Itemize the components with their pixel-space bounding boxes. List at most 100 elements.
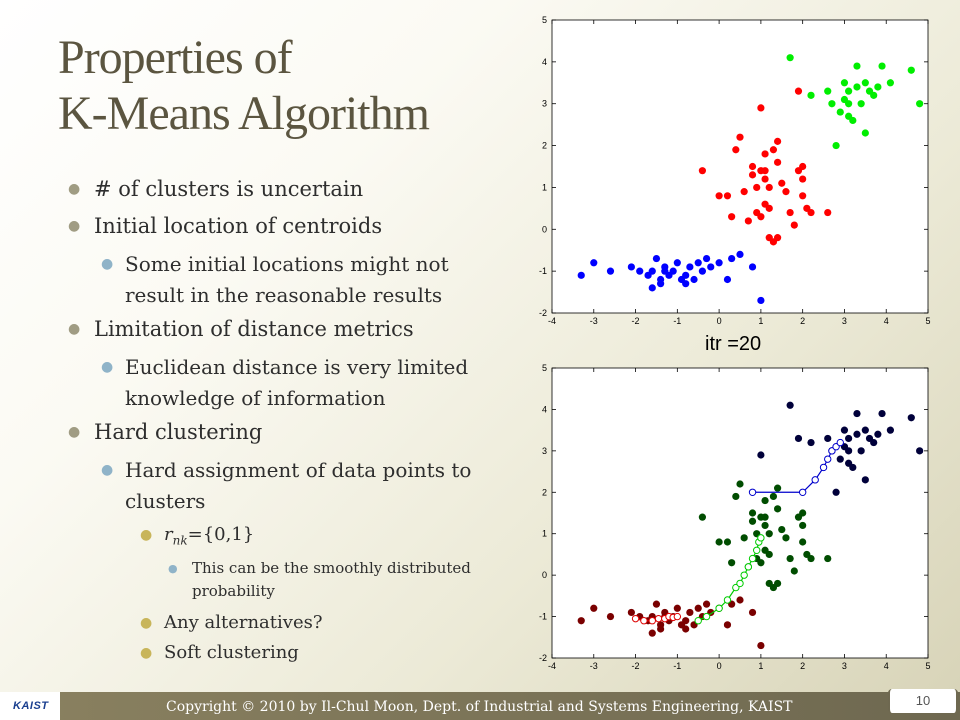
cluster-blue-point	[652, 254, 661, 263]
cluster-red-point	[778, 179, 786, 187]
cluster-red-point	[774, 158, 782, 166]
cluster-dark-blue-point	[853, 409, 861, 418]
cluster-blue-point	[627, 263, 635, 271]
sub-sub-bullet-rnk: ● rnk={0,1}	[68, 521, 508, 555]
copyright-text: Copyright © 2010 by Il-Chul Moon, Dept. …	[166, 699, 793, 715]
cluster-dark-green-point	[769, 492, 778, 501]
cluster-red-point	[761, 150, 769, 158]
y-tick-label: -1	[539, 266, 547, 276]
cluster-dark-blue-point	[857, 447, 865, 455]
bullet-dot-icon: ●	[68, 218, 81, 234]
cluster-red-point	[740, 188, 748, 196]
bullet-initial-centroids: ● Initial location of centroids	[68, 214, 383, 238]
bullet-dot-icon: ●	[68, 321, 81, 337]
cluster-green-point	[832, 141, 840, 150]
centroid-path-green-marker	[702, 612, 711, 621]
x-tick-label: 1	[758, 316, 763, 326]
cluster-red-point	[807, 208, 815, 217]
cluster-blue-point	[577, 271, 585, 279]
cluster-red-point	[774, 234, 782, 242]
cluster-red-point	[782, 188, 790, 196]
cluster-red-point	[794, 87, 803, 95]
cluster-dark-green-point	[715, 538, 723, 546]
cluster-green-point	[824, 87, 832, 95]
x-tick-label: 0	[717, 316, 722, 326]
y-tick-label: -2	[539, 308, 547, 318]
bullet-distance-metrics: ● Limitation of distance metrics	[68, 317, 414, 341]
cluster-blue-point	[757, 296, 765, 305]
cluster-green-point	[836, 108, 844, 116]
cluster-green-point	[845, 87, 853, 95]
y-tick-label: 2	[542, 141, 547, 151]
cluster-red-point	[790, 221, 798, 229]
cluster-red-point	[761, 167, 769, 175]
bullet-dot-icon: ●	[168, 561, 178, 575]
cluster-green-point	[907, 66, 915, 74]
cluster-red-point	[753, 183, 761, 192]
cluster-red-point	[715, 192, 723, 200]
cluster-green-point	[861, 79, 869, 87]
y-tick-label: -2	[539, 653, 547, 663]
cluster-blue-point	[723, 275, 732, 284]
centroid-path-blue-marker	[811, 476, 819, 484]
x-tick-label: 2	[800, 661, 805, 671]
y-tick-label: 1	[542, 529, 547, 539]
cluster-dark-green-point	[774, 505, 782, 513]
centroid-path-green-marker	[748, 554, 757, 563]
y-tick-label: 0	[542, 224, 547, 234]
y-tick-label: 3	[542, 446, 547, 456]
cluster-dark-blue-point	[849, 463, 857, 472]
bullet-dot-icon: ●	[101, 256, 114, 272]
cluster-red-point	[732, 146, 740, 154]
sub-sub-bullet-alternatives: ● Any alternatives?	[68, 609, 508, 637]
cluster-dark-red-point	[757, 641, 765, 650]
bullet-hard-clustering: ● Hard clustering	[68, 420, 263, 444]
cluster-dark-green-point	[748, 517, 757, 525]
cluster-red-point	[748, 171, 757, 179]
cluster-dark-red-point	[682, 617, 690, 625]
cluster-blue-point	[736, 250, 744, 258]
cluster-green-point	[857, 100, 865, 108]
cluster-dark-green-point	[782, 534, 790, 542]
cluster-dark-green-point	[761, 496, 769, 505]
cluster-green-point	[786, 54, 794, 62]
bullet-list: ● # of clusters is uncertain ● Initial loc…	[68, 175, 508, 669]
cluster-dark-green-point	[778, 525, 786, 534]
centroid-path-blue-marker	[798, 488, 807, 496]
cluster-green-point	[861, 129, 869, 137]
page-number-box: 10	[888, 689, 958, 713]
bullet-dot-icon: ●	[140, 644, 153, 661]
cluster-dark-green-point	[736, 480, 744, 488]
centroid-path-green-marker	[740, 571, 748, 579]
cluster-red-point	[765, 183, 773, 192]
cluster-red-point	[748, 162, 757, 171]
cluster-blue-point	[669, 267, 677, 275]
centroid-path-red-marker	[648, 617, 656, 625]
cluster-blue-point	[728, 254, 736, 263]
cluster-blue-point	[694, 259, 702, 267]
cluster-dark-green-point	[728, 559, 736, 567]
title-line-1: Properties of	[58, 31, 293, 84]
scatter-plot-iteration-svg: -4 -3 -2 -1 0 1 2 3 4 5 -2 -1 0 1 2 3 4 5	[539, 363, 931, 671]
cluster-red-point	[736, 133, 744, 141]
cluster-dark-red-point	[577, 617, 585, 625]
page-number: 10	[915, 693, 931, 708]
centroid-path-red-marker	[640, 617, 648, 625]
cluster-dark-blue-point	[861, 476, 869, 484]
cluster-dark-red-point	[736, 596, 744, 604]
plot-area-0	[551, 19, 929, 314]
x-tick-label: -1	[673, 316, 681, 326]
cluster-dark-red-point	[657, 625, 665, 633]
cluster-blue-point	[682, 271, 690, 279]
x-tick-label: -4	[548, 661, 556, 671]
centroid-path-blue-marker	[748, 488, 757, 496]
cluster-dark-red-point	[723, 621, 732, 629]
y-tick-label: 5	[542, 363, 547, 373]
plot-area-1	[551, 367, 929, 659]
rnk-formula: rnk	[164, 524, 188, 548]
cluster-green-point	[853, 62, 861, 70]
sub-bullet-hard-assignment: ● Hard assignment of data points to clust…	[68, 455, 508, 517]
cluster-red-point	[769, 146, 778, 154]
cluster-green-point	[828, 100, 836, 108]
cluster-dark-blue-point	[757, 451, 765, 459]
